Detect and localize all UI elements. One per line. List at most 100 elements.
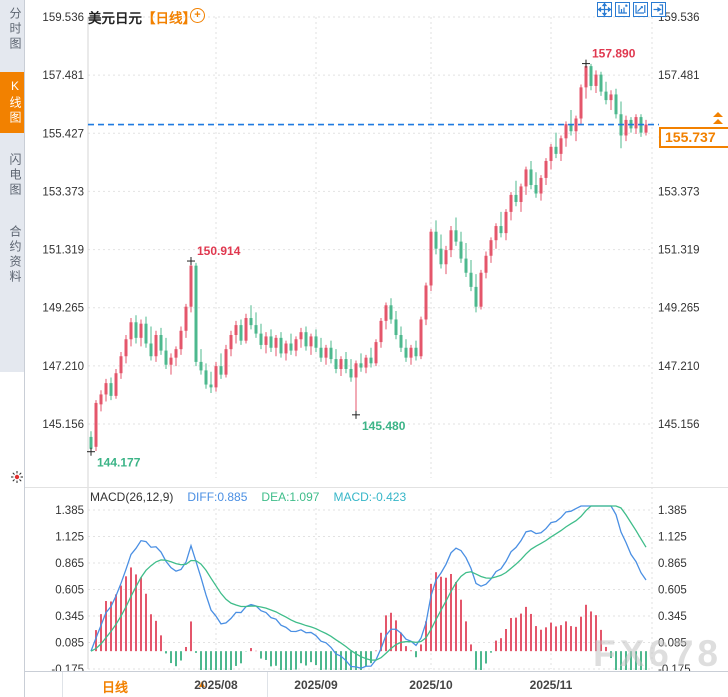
price-marker-icon bbox=[712, 112, 724, 130]
price-axis-tick-right: 145.156 bbox=[658, 419, 700, 431]
candle-body bbox=[214, 366, 218, 388]
candle-body bbox=[104, 383, 108, 395]
candle-body bbox=[289, 343, 293, 351]
price-axis-tick-right: 159.536 bbox=[658, 12, 700, 24]
candle-body bbox=[234, 325, 238, 336]
candle-body bbox=[359, 363, 363, 368]
candle-body bbox=[159, 335, 163, 351]
price-axis-tick-right: 147.210 bbox=[658, 361, 700, 373]
candle-body bbox=[459, 241, 463, 259]
indicator-settings-icon[interactable] bbox=[10, 470, 24, 489]
candle-body bbox=[414, 347, 418, 357]
candle-body bbox=[479, 272, 483, 307]
candle-body bbox=[559, 138, 563, 154]
candle-body bbox=[284, 343, 288, 354]
candle-body bbox=[469, 272, 473, 287]
add-symbol-icon[interactable]: + bbox=[190, 8, 205, 23]
bottom-bar-divider bbox=[267, 672, 268, 697]
period-selector-arrow-icon[interactable]: ▲ bbox=[197, 679, 207, 690]
candle-body bbox=[314, 336, 318, 348]
candle-body bbox=[109, 383, 113, 396]
sidebar-item-lightning[interactable]: 闪电图 bbox=[8, 153, 22, 198]
sidebar-item-contract-info[interactable]: 合约资料 bbox=[8, 225, 22, 285]
candle-body bbox=[504, 211, 508, 234]
move-icon[interactable] bbox=[597, 2, 612, 17]
candle-body bbox=[429, 231, 433, 286]
candle-body bbox=[394, 319, 398, 336]
chart-toolbar bbox=[597, 2, 666, 17]
candle-body bbox=[274, 337, 278, 348]
candle-body bbox=[419, 319, 423, 357]
symbol-name: 美元日元 bbox=[88, 11, 142, 26]
period-selector[interactable]: 日线 bbox=[102, 680, 129, 695]
month-label: 2025/11 bbox=[529, 678, 573, 692]
candle-body bbox=[139, 323, 143, 338]
candle-body bbox=[484, 255, 488, 273]
candle-body bbox=[454, 230, 458, 242]
candle-body bbox=[194, 265, 198, 362]
price-axis-tick-right: 151.319 bbox=[658, 245, 700, 257]
price-axis-tick-right: 149.265 bbox=[658, 303, 700, 315]
candle-body bbox=[99, 394, 103, 405]
candle-body bbox=[239, 325, 243, 341]
candle-body bbox=[89, 436, 93, 449]
macd-axis-tick-right: 1.385 bbox=[658, 505, 687, 517]
macd-dea-value: DEA:1.097 bbox=[261, 490, 320, 504]
candle-body bbox=[489, 240, 493, 256]
candle-body bbox=[219, 366, 223, 375]
candle-body bbox=[324, 347, 328, 358]
macd-axis-tick-left: 1.125 bbox=[55, 531, 84, 543]
candle-body bbox=[334, 359, 338, 369]
sidebar-item-timeshare[interactable]: 分时图 bbox=[8, 7, 22, 52]
candle-body bbox=[119, 356, 123, 374]
candle-body bbox=[579, 87, 583, 119]
price-axis-tick-left: 151.319 bbox=[42, 245, 84, 257]
candle-body bbox=[509, 194, 513, 212]
macd-diff-value: DIFF:0.885 bbox=[187, 490, 248, 504]
candle-body bbox=[229, 335, 233, 350]
candle-body bbox=[299, 332, 303, 340]
price-axis-tick-left: 159.536 bbox=[42, 12, 84, 24]
macd-axis-tick-left: 1.385 bbox=[55, 505, 84, 517]
candle-body bbox=[209, 384, 213, 388]
candle-body bbox=[354, 363, 358, 378]
candle-body bbox=[279, 337, 283, 354]
macd-axis-tick-left: 0.085 bbox=[55, 637, 84, 649]
bottom-bar-divider bbox=[62, 672, 63, 697]
candle-body bbox=[259, 333, 263, 345]
candle-body bbox=[174, 349, 178, 358]
scale-chart-icon[interactable] bbox=[633, 2, 648, 17]
exit-panel-icon[interactable] bbox=[651, 2, 666, 17]
candle-body bbox=[249, 318, 253, 326]
macd-axis-tick-right: 0.345 bbox=[658, 611, 687, 623]
candle-body bbox=[369, 357, 373, 364]
price-axis-tick-left: 147.210 bbox=[42, 361, 84, 373]
candle-body bbox=[384, 305, 388, 321]
macd-axis-tick-right: 0.605 bbox=[658, 584, 687, 596]
candle-body bbox=[364, 357, 368, 368]
macd-axis-tick-left: 0.345 bbox=[55, 611, 84, 623]
panel-separator bbox=[25, 487, 728, 488]
candle-body bbox=[494, 226, 498, 241]
candle-body bbox=[404, 347, 408, 358]
candle-body bbox=[589, 66, 593, 86]
candle-body bbox=[154, 335, 158, 357]
period-tag: 【日线】 bbox=[142, 11, 196, 26]
candle-body bbox=[439, 248, 443, 265]
sidebar-item-kline[interactable]: K线图 bbox=[0, 72, 24, 133]
candle-body bbox=[134, 322, 138, 338]
candle-body bbox=[574, 118, 578, 132]
sidebar-background bbox=[0, 0, 24, 372]
candle-body bbox=[264, 336, 268, 345]
candle-body bbox=[544, 160, 548, 178]
candle-body bbox=[524, 169, 528, 187]
month-label: 2025/09 bbox=[294, 678, 338, 692]
annotation-period-high: 157.890 bbox=[592, 47, 636, 61]
fit-chart-icon[interactable] bbox=[615, 2, 630, 17]
candle-body bbox=[149, 343, 153, 357]
candle-body bbox=[94, 402, 98, 447]
bottom-bar: 日线 ▲ 2025/08 2025/09 2025/10 2025/11 bbox=[25, 671, 728, 697]
candle-body bbox=[569, 124, 573, 132]
price-axis-tick-left: 157.481 bbox=[42, 70, 84, 82]
